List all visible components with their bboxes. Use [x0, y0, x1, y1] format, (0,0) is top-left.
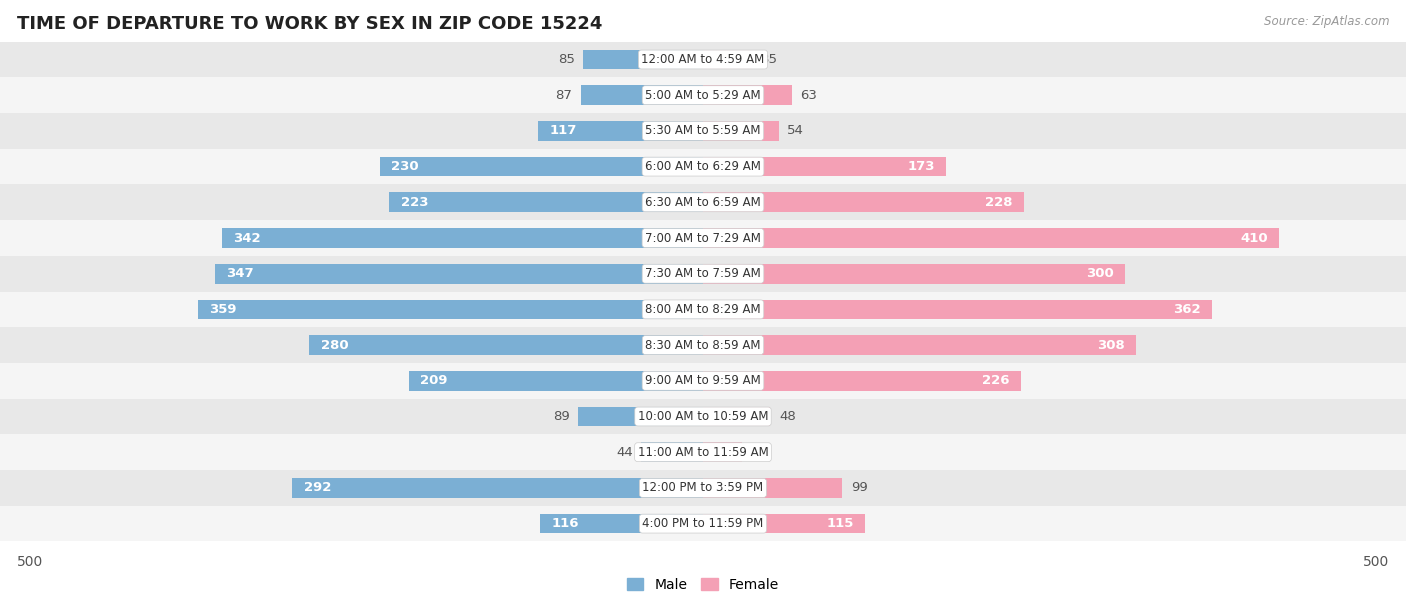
Text: 4:00 PM to 11:59 PM: 4:00 PM to 11:59 PM [643, 517, 763, 530]
Text: 6:00 AM to 6:29 AM: 6:00 AM to 6:29 AM [645, 160, 761, 173]
Bar [540, 513, 703, 533]
Bar [380, 157, 703, 177]
Text: 5:00 AM to 5:29 AM: 5:00 AM to 5:29 AM [645, 89, 761, 102]
Bar [703, 193, 1024, 212]
Text: 44: 44 [616, 446, 633, 459]
Text: 6:30 AM to 6:59 AM: 6:30 AM to 6:59 AM [645, 196, 761, 209]
Text: 85: 85 [558, 53, 575, 66]
Text: 8:00 AM to 8:29 AM: 8:00 AM to 8:29 AM [645, 303, 761, 316]
Bar [222, 228, 703, 248]
Bar [0, 470, 1406, 506]
Text: 54: 54 [787, 124, 804, 137]
Bar [0, 327, 1406, 363]
Bar [703, 121, 779, 141]
Bar [703, 50, 752, 70]
Text: TIME OF DEPARTURE TO WORK BY SEX IN ZIP CODE 15224: TIME OF DEPARTURE TO WORK BY SEX IN ZIP … [17, 15, 602, 33]
Bar [0, 220, 1406, 256]
Bar [0, 399, 1406, 434]
Bar [538, 121, 703, 141]
Bar [0, 292, 1406, 327]
Text: 12:00 AM to 4:59 AM: 12:00 AM to 4:59 AM [641, 53, 765, 66]
Text: 223: 223 [401, 196, 429, 209]
Text: 173: 173 [907, 160, 935, 173]
Text: 8:30 AM to 8:59 AM: 8:30 AM to 8:59 AM [645, 339, 761, 352]
Text: 226: 226 [981, 374, 1010, 387]
Text: 115: 115 [827, 517, 853, 530]
Bar [389, 193, 703, 212]
Text: 116: 116 [551, 517, 579, 530]
Bar [703, 86, 792, 105]
Text: 10:00 AM to 10:59 AM: 10:00 AM to 10:59 AM [638, 410, 768, 423]
Bar [309, 336, 703, 355]
Text: 362: 362 [1173, 303, 1201, 316]
Text: 63: 63 [800, 89, 817, 102]
Bar [409, 371, 703, 391]
Bar [583, 50, 703, 70]
Text: 359: 359 [209, 303, 238, 316]
Bar [0, 506, 1406, 541]
Text: 308: 308 [1097, 339, 1125, 352]
Text: 280: 280 [321, 339, 349, 352]
Text: 35: 35 [761, 53, 778, 66]
Text: Source: ZipAtlas.com: Source: ZipAtlas.com [1264, 15, 1389, 28]
Bar [0, 42, 1406, 77]
Text: 500: 500 [1362, 555, 1389, 569]
Bar [581, 86, 703, 105]
Legend: Male, Female: Male, Female [627, 578, 779, 592]
Bar [703, 371, 1021, 391]
Bar [0, 434, 1406, 470]
Bar [703, 157, 946, 177]
Text: 209: 209 [420, 374, 449, 387]
Bar [703, 513, 865, 533]
Text: 410: 410 [1240, 231, 1268, 245]
Bar [641, 443, 703, 462]
Bar [578, 407, 703, 426]
Text: 500: 500 [17, 555, 44, 569]
Text: 347: 347 [226, 267, 254, 280]
Text: 12:00 PM to 3:59 PM: 12:00 PM to 3:59 PM [643, 481, 763, 494]
Text: 7:30 AM to 7:59 AM: 7:30 AM to 7:59 AM [645, 267, 761, 280]
Bar [703, 264, 1125, 284]
Bar [0, 149, 1406, 184]
Text: 7:00 AM to 7:29 AM: 7:00 AM to 7:29 AM [645, 231, 761, 245]
Bar [703, 336, 1136, 355]
Text: 9:00 AM to 9:59 AM: 9:00 AM to 9:59 AM [645, 374, 761, 387]
Text: 5:30 AM to 5:59 AM: 5:30 AM to 5:59 AM [645, 124, 761, 137]
Text: 87: 87 [555, 89, 572, 102]
Text: 11:00 AM to 11:59 AM: 11:00 AM to 11:59 AM [638, 446, 768, 459]
Bar [0, 363, 1406, 399]
Text: 28: 28 [751, 446, 768, 459]
Text: 117: 117 [550, 124, 576, 137]
Text: 48: 48 [779, 410, 796, 423]
Bar [703, 478, 842, 497]
Text: 89: 89 [553, 410, 569, 423]
Bar [0, 77, 1406, 113]
Text: 300: 300 [1085, 267, 1114, 280]
Bar [703, 300, 1212, 319]
Bar [703, 407, 770, 426]
Text: 230: 230 [391, 160, 419, 173]
Bar [0, 113, 1406, 149]
Bar [215, 264, 703, 284]
Bar [198, 300, 703, 319]
Text: 292: 292 [304, 481, 330, 494]
Bar [0, 256, 1406, 292]
Text: 99: 99 [851, 481, 868, 494]
Bar [703, 228, 1279, 248]
Bar [292, 478, 703, 497]
Bar [0, 184, 1406, 220]
Text: 228: 228 [984, 196, 1012, 209]
Text: 342: 342 [233, 231, 262, 245]
Bar [703, 443, 742, 462]
